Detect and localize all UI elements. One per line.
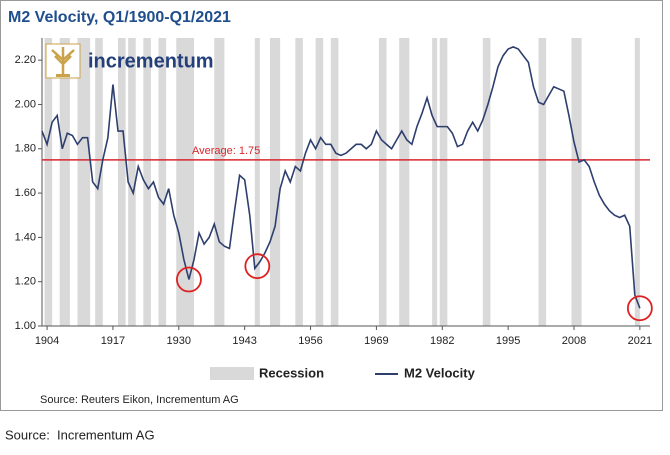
- recession-band: [538, 38, 547, 326]
- recession-band: [143, 38, 151, 326]
- recession-band: [59, 38, 70, 326]
- x-tick-label: 2021: [628, 335, 652, 347]
- x-tick-label: 1943: [232, 335, 256, 347]
- legend-recession-swatch: [210, 367, 254, 380]
- logo-icon: [45, 43, 81, 79]
- x-tick-label: 1982: [430, 335, 454, 347]
- recession-band: [158, 38, 167, 326]
- recession-band: [482, 38, 491, 326]
- y-tick-label: 1.00: [15, 320, 36, 332]
- x-tick-label: 1917: [101, 335, 125, 347]
- recession-band: [432, 38, 438, 326]
- x-tick-label: 1904: [35, 335, 59, 347]
- recession-band: [270, 38, 281, 326]
- x-tick-label: 1930: [167, 335, 191, 347]
- recession-band: [128, 38, 136, 326]
- recession-band: [295, 38, 303, 326]
- y-tick-label: 2.20: [15, 54, 36, 66]
- y-tick-label: 1.60: [15, 187, 36, 199]
- recession-band: [399, 38, 410, 326]
- recession-band: [77, 38, 91, 326]
- average-label: Average: 1.75: [192, 145, 260, 157]
- recession-band: [330, 38, 339, 326]
- x-tick-label: 1969: [364, 335, 388, 347]
- recession-band: [571, 38, 582, 326]
- recession-band: [315, 38, 324, 326]
- y-tick-label: 2.00: [15, 98, 36, 110]
- x-tick-label: 1956: [298, 335, 322, 347]
- source-inner: Source: Reuters Eikon, Incrementum AG: [40, 394, 239, 406]
- recession-band: [439, 38, 448, 326]
- recession-band: [118, 38, 126, 326]
- logo-text: incrementum: [88, 50, 214, 72]
- highlight-circle: [244, 253, 271, 280]
- legend-recession-label: Recession: [259, 365, 324, 380]
- recession-band: [44, 38, 53, 326]
- recession-band: [378, 38, 387, 326]
- y-tick-label: 1.80: [15, 143, 36, 155]
- recession-band: [176, 38, 194, 326]
- x-tick-label: 2008: [562, 335, 586, 347]
- y-tick-label: 1.20: [15, 276, 36, 288]
- chart-title: M2 Velocity, Q1/1900-Q1/2021: [8, 9, 231, 26]
- highlight-circle: [626, 295, 653, 322]
- y-tick-label: 1.40: [15, 231, 36, 243]
- x-tick-label: 1995: [496, 335, 520, 347]
- highlight-circle: [176, 266, 202, 293]
- source-outer: Source: Incrementum AG: [5, 427, 155, 442]
- recession-band: [634, 38, 640, 326]
- recession-band: [214, 38, 225, 326]
- plot-area: 1.00 1.20 1.40 1.60 1.80 2.00 2.20 1904 1917 1930…: [15, 38, 653, 347]
- legend-line-label: M2 Velocity: [404, 365, 476, 380]
- recession-band: [254, 38, 260, 326]
- series-line: [41, 45, 641, 309]
